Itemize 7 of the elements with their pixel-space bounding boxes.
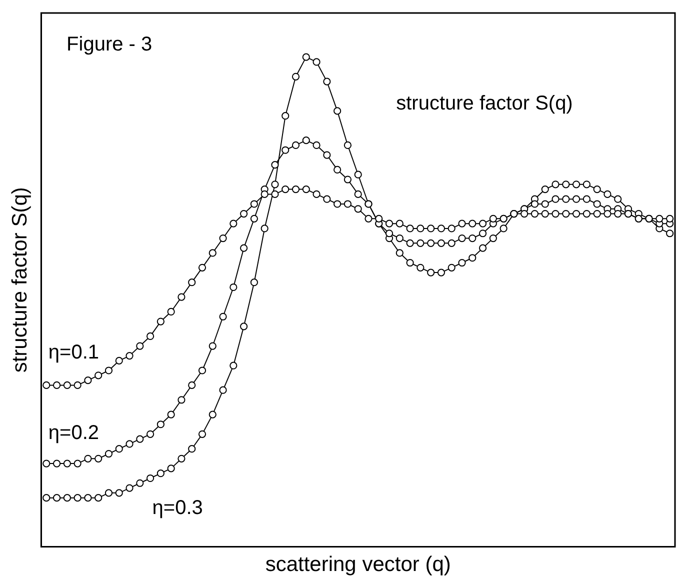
series-label: η=0.3 [152,496,203,519]
text: Figure - 3 [66,34,152,56]
x-axis-title: scattering vector (q) [265,553,451,576]
series-label: η=0.1 [48,342,100,364]
annotation: structure factor S(q) [396,92,573,114]
y-axis-title: structure factor S(q) [8,187,32,373]
series-label: η=0.2 [48,422,100,444]
